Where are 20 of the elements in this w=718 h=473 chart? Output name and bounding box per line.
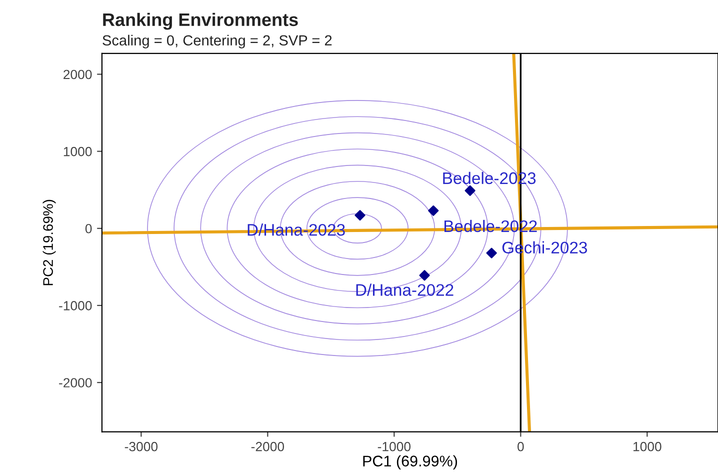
y-tick-label: -1000 xyxy=(59,301,92,310)
y-tick-label: 1000 xyxy=(64,146,92,156)
x-axis-title: PC1 (69.99%) xyxy=(363,455,458,470)
point xyxy=(419,270,430,281)
x-tick-label: 1000 xyxy=(633,442,662,452)
x-tick-label: -3000 xyxy=(124,442,158,452)
point xyxy=(486,248,497,258)
chart-subtitle: Scaling = 0, Centering = 2, SVP = 2 xyxy=(102,34,332,48)
x-tick-label: -2000 xyxy=(251,442,284,452)
point xyxy=(354,210,366,221)
chart-title: Ranking Environments xyxy=(103,12,298,30)
x-tick-label: -1000 xyxy=(378,442,411,452)
point xyxy=(464,185,476,196)
point xyxy=(428,205,439,216)
y-axis-title: PC2 (19.69%) xyxy=(42,200,56,286)
annotation: D/Hana-2022 xyxy=(356,284,454,296)
y-tick-label: 2000 xyxy=(64,70,92,80)
y-tick-label: 0 xyxy=(85,224,92,234)
x-tick-label: 0 xyxy=(518,442,524,452)
y-tick-label: -2000 xyxy=(59,378,92,388)
